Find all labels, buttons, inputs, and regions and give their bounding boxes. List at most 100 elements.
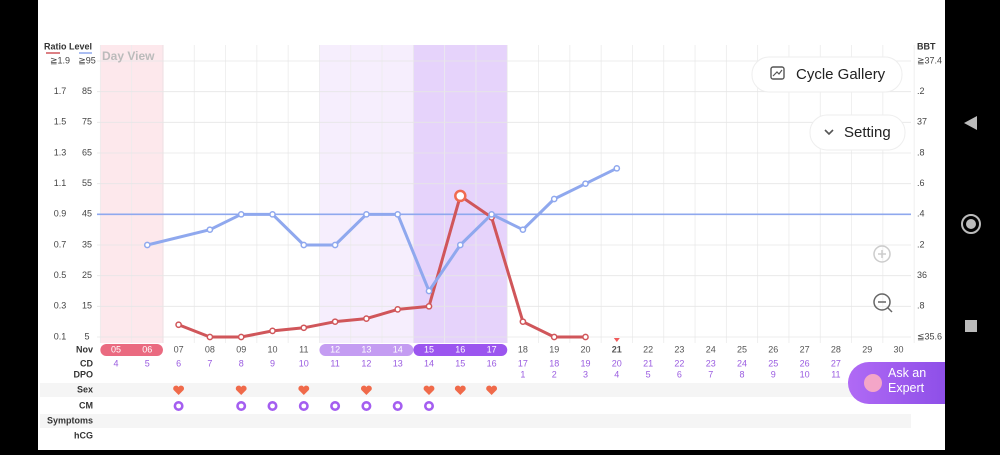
cd-label: 17: [518, 358, 528, 368]
date-label: 29: [862, 344, 872, 354]
heart-icon: [298, 385, 310, 395]
cd-label: 11: [330, 358, 339, 368]
recents-button[interactable]: [965, 320, 977, 332]
zoom-in-button[interactable]: [873, 245, 891, 263]
column-shade: [319, 45, 414, 343]
level-tick-label: ≧95: [78, 55, 96, 65]
date-label: 09: [236, 344, 246, 354]
cd-label: 24: [737, 358, 747, 368]
date-label: 20: [580, 344, 590, 354]
bbt-point: [331, 241, 339, 249]
date-label: 30: [893, 344, 903, 354]
bbt-segment: [396, 212, 431, 293]
level-tick-label: 15: [82, 301, 92, 311]
button-background[interactable]: [809, 114, 906, 151]
nav-bar: [961, 116, 981, 332]
row-label: DPO: [73, 369, 93, 379]
cm-icon-inner: [238, 403, 244, 409]
date-label: 12: [330, 344, 340, 354]
ratio-tick-label: 0.1: [54, 331, 67, 341]
row-label: Nov: [76, 344, 93, 354]
cd-label: 14: [424, 358, 434, 368]
bbt-tick-label: .4: [917, 209, 925, 219]
row-label: Sex: [77, 384, 93, 394]
bbt-point: [425, 287, 433, 295]
lh-segment: [490, 215, 525, 324]
cycle-gallery-button[interactable]: Cycle Gallery: [751, 56, 903, 93]
level-tick-label: 35: [82, 239, 92, 249]
bbt-point: [394, 210, 402, 218]
button-label[interactable]: Cycle Gallery: [796, 66, 886, 83]
date-label: 10: [267, 344, 277, 354]
level-tick-label: 25: [82, 270, 92, 280]
gallery-icon: [770, 66, 785, 80]
lh-point: [269, 327, 276, 335]
ratio-tick-label: 0.9: [54, 209, 67, 219]
row-stripe: [40, 383, 911, 397]
button-label[interactable]: Ask an Expert: [888, 366, 927, 395]
date-label: 11: [299, 344, 308, 354]
level-tick-label: 85: [82, 86, 92, 96]
dpo-label: 4: [614, 369, 619, 379]
bbt-segment: [427, 243, 462, 293]
back-button[interactable]: [964, 116, 977, 130]
cm-icon-inner: [176, 403, 182, 409]
home-button[interactable]: [961, 214, 981, 234]
zoom-icon[interactable]: [873, 245, 891, 263]
bbt-point: [519, 226, 527, 234]
button-background[interactable]: [751, 56, 903, 93]
cm-icon-inner: [301, 403, 307, 409]
bbt-point: [456, 241, 464, 249]
lh-point: [550, 333, 558, 341]
bbt-segment: [490, 212, 525, 232]
lh-point: [175, 321, 182, 329]
level-tick-label: 75: [82, 117, 92, 127]
bbt-tick-label: 36: [917, 270, 927, 280]
cm-icon-inner: [395, 403, 401, 409]
button-label[interactable]: Setting: [844, 124, 891, 141]
cd-label: 25: [768, 358, 778, 368]
date-label: 18: [518, 344, 528, 354]
date-label: 16: [455, 344, 465, 354]
dpo-label: 2: [552, 369, 557, 379]
lh-segment: [458, 194, 494, 219]
cd-label: 4: [113, 358, 118, 368]
bbt-segment: [333, 212, 368, 247]
row-label: hCG: [74, 430, 93, 440]
dpo-label: 10: [800, 369, 810, 379]
bbt-tick-label: .6: [917, 178, 925, 188]
today-marker: [613, 338, 620, 342]
bbt-point: [143, 241, 151, 249]
bbt-segment: [521, 197, 556, 232]
ratio-tick-label: 1.3: [54, 147, 67, 157]
ratio-tick-label: 0.5: [54, 270, 67, 280]
row-label: CD: [80, 358, 93, 368]
lh-point: [331, 318, 339, 326]
ask-expert-button[interactable]: Ask an Expert: [848, 362, 945, 404]
home-button-core: [966, 219, 976, 229]
cd-label: 19: [580, 358, 590, 368]
date-label: 06: [142, 344, 152, 354]
bbt-point: [488, 210, 495, 218]
bbt-point: [613, 164, 621, 172]
button-background[interactable]: [848, 362, 945, 404]
bbt-point: [582, 180, 589, 188]
dpo-label: 3: [583, 369, 588, 379]
lh-point: [237, 333, 245, 341]
view-label: Day View: [102, 49, 155, 63]
zoom-out-button[interactable]: [873, 293, 893, 313]
zoom-icon[interactable]: [873, 293, 891, 311]
cm-icon-inner: [332, 403, 338, 409]
bbt-point: [269, 210, 276, 218]
date-label: 17: [487, 344, 497, 354]
bbt-segment: [552, 182, 587, 201]
setting-button[interactable]: Setting: [809, 114, 906, 151]
bbt-tick-label: .8: [917, 301, 925, 311]
bbt-tick-label: .2: [917, 239, 925, 249]
cd-label: 16: [487, 358, 497, 368]
cm-icon-inner: [364, 403, 369, 409]
lh-point: [582, 333, 589, 341]
cd-label: 6: [176, 358, 181, 368]
level-tick-label: 65: [82, 147, 92, 157]
